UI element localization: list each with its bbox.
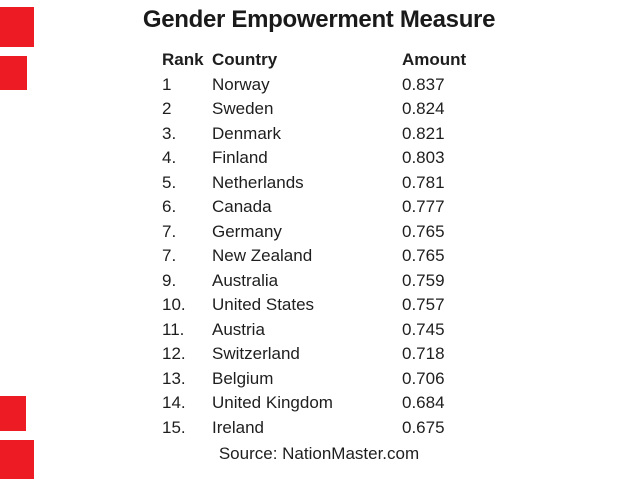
rank-cell: 15. <box>162 417 186 437</box>
rank-cell: 11. <box>162 319 185 339</box>
country-cell: Denmark <box>212 123 281 143</box>
country-cell: Canada <box>212 197 272 217</box>
country-cell: United Kingdom <box>212 393 333 413</box>
amount-cell: 0.837 <box>402 74 445 94</box>
rank-cell: 1 <box>162 74 172 94</box>
table-header-row: Rank Country Amount <box>162 48 466 73</box>
red-accent-block-top-small <box>0 56 27 90</box>
amount-cell: 0.759 <box>402 270 445 290</box>
country-cell: Australia <box>212 270 279 290</box>
amount-cell: 0.684 <box>402 393 445 413</box>
rank-cell: 12. <box>162 344 186 364</box>
table-row: 7. New Zealand 0.765 <box>162 244 466 269</box>
rank-cell: 10. <box>162 295 186 315</box>
source-caption: Source: NationMaster.com <box>218 444 420 463</box>
country-cell: Germany <box>212 221 282 241</box>
column-header-rank: Rank <box>162 50 204 70</box>
red-accent-block-bottom-small <box>0 396 26 431</box>
table-row: 7. Germany 0.765 <box>162 220 466 245</box>
country-cell: Norway <box>212 74 270 94</box>
rank-cell: 7. <box>162 246 177 266</box>
rank-cell: 7. <box>162 221 177 241</box>
rank-cell: 2 <box>162 99 172 119</box>
amount-cell: 0.675 <box>402 417 445 437</box>
slide-title: Gender Empowerment Measure <box>142 6 496 33</box>
table-row: 3. Denmark 0.821 <box>162 122 466 147</box>
table-row: 5. Netherlands 0.781 <box>162 171 466 196</box>
country-cell: Netherlands <box>212 172 304 192</box>
amount-cell: 0.803 <box>402 148 445 168</box>
table-row: 15. Ireland 0.675 <box>162 416 466 441</box>
table-row: 1 Norway 0.837 <box>162 73 466 98</box>
table-row: 10. United States 0.757 <box>162 293 466 318</box>
rank-cell: 3. <box>162 123 177 143</box>
rank-cell: 6. <box>162 197 177 217</box>
column-header-amount: Amount <box>402 50 467 70</box>
amount-cell: 0.765 <box>402 246 445 266</box>
amount-cell: 0.745 <box>402 319 445 339</box>
rank-cell: 13. <box>162 368 186 388</box>
country-cell: Sweden <box>212 99 274 119</box>
country-cell: New Zealand <box>212 246 313 266</box>
amount-cell: 0.706 <box>402 368 445 388</box>
amount-cell: 0.777 <box>402 197 445 217</box>
amount-cell: 0.821 <box>402 123 445 143</box>
rank-cell: 9. <box>162 270 177 290</box>
country-cell: Belgium <box>212 368 274 388</box>
table-row: 11. Austria 0.745 <box>162 318 466 343</box>
amount-cell: 0.824 <box>402 99 445 119</box>
country-cell: Finland <box>212 148 268 168</box>
rank-cell: 4. <box>162 148 177 168</box>
amount-cell: 0.781 <box>402 172 445 192</box>
table-row: 2 Sweden 0.824 <box>162 97 466 122</box>
column-header-country: Country <box>212 50 278 70</box>
ranking-table: Rank Country Amount 1 Norway 0.837 2 Swe… <box>162 48 466 440</box>
red-accent-block-top-large <box>0 7 34 47</box>
country-cell: Austria <box>212 319 265 339</box>
table-row: 9. Australia 0.759 <box>162 269 466 294</box>
table-row: 4. Finland 0.803 <box>162 146 466 171</box>
country-cell: Ireland <box>212 417 264 437</box>
amount-cell: 0.757 <box>402 295 445 315</box>
table-row: 12. Switzerland 0.718 <box>162 342 466 367</box>
table-row: 14. United Kingdom 0.684 <box>162 391 466 416</box>
amount-cell: 0.765 <box>402 221 445 241</box>
rank-cell: 14. <box>162 393 186 413</box>
country-cell: Switzerland <box>212 344 300 364</box>
red-accent-block-bottom-large <box>0 440 34 479</box>
amount-cell: 0.718 <box>402 344 445 364</box>
rank-cell: 5. <box>162 172 177 192</box>
table-row: 13. Belgium 0.706 <box>162 367 466 392</box>
country-cell: United States <box>212 295 315 315</box>
table-row: 6. Canada 0.777 <box>162 195 466 220</box>
